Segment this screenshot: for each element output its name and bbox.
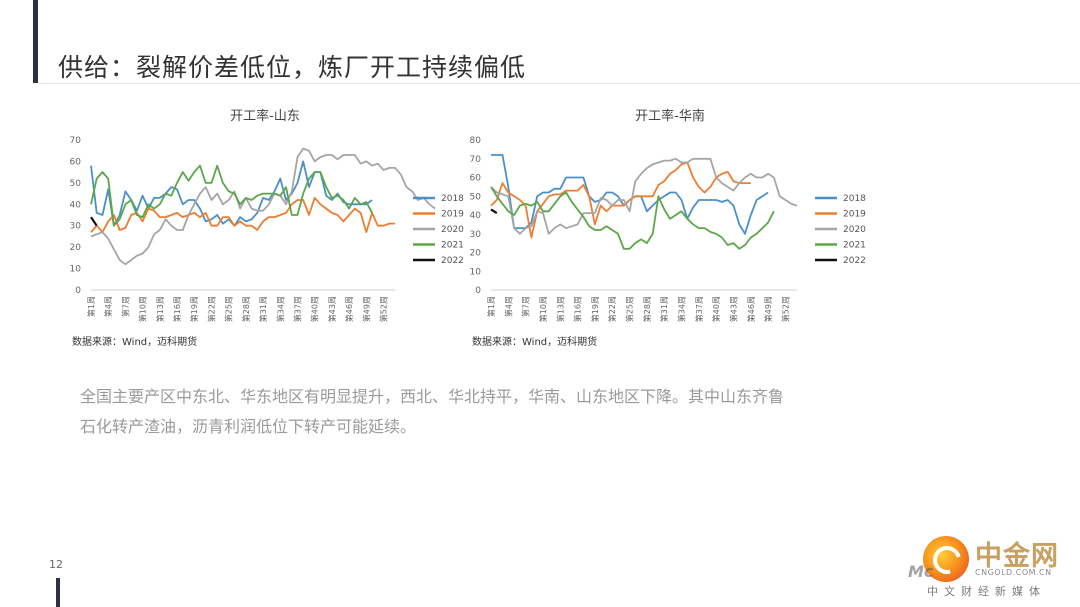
y-tick-label: 30: [70, 222, 82, 232]
x-tick-label: 第25周: [625, 296, 635, 322]
y-tick-label: 40: [470, 211, 482, 221]
watermark-subtitle: 中文财经新媒体: [927, 585, 1046, 598]
legend-label-2019: 2019: [441, 210, 464, 220]
x-tick-label: 第49周: [361, 296, 371, 322]
y-tick-label: 20: [70, 243, 82, 253]
legend-label-2021: 2021: [441, 241, 464, 251]
y-tick-label: 80: [470, 136, 482, 146]
chart-huanan: 开工率-华南 0 10 20 30 40 50 60 70 80 第1周 第4周 第7周 第10周 第13周…: [470, 108, 867, 348]
y-tick-label: 40: [70, 200, 82, 210]
chart-title: 开工率-山东: [230, 108, 300, 124]
x-tick-label: 第28周: [241, 296, 251, 322]
series-line-2019: [490, 161, 751, 239]
x-tick-label: 第46周: [344, 296, 354, 322]
series-line-2019: [90, 196, 395, 234]
series-line-2021: [90, 164, 373, 227]
x-tick-label: 第4周: [503, 296, 513, 317]
watermark-brand: Mc: [908, 562, 934, 581]
series-line-2020: [490, 157, 798, 235]
series-line-2022: [490, 208, 498, 215]
legend-label-2021: 2021: [843, 241, 866, 251]
x-tick-label: 第46周: [746, 296, 756, 322]
x-tick-label: 第7周: [120, 296, 130, 317]
x-tick-label: 第28周: [642, 296, 652, 322]
legend-label-2020: 2020: [441, 225, 464, 235]
x-tick-label: 第43周: [327, 296, 337, 322]
x-tick-label: 第34周: [275, 296, 285, 322]
y-tick-label: 70: [470, 155, 482, 165]
x-tick-label: 第10周: [538, 296, 548, 322]
series-line-2022: [90, 216, 98, 227]
legend-label-2018: 2018: [441, 194, 464, 204]
x-tick-label: 第49周: [763, 296, 773, 322]
x-tick-label: 第52周: [379, 296, 389, 322]
body-line-2: 石化转产渣油，沥青利润低位下转产可能延续。: [80, 417, 417, 436]
y-tick-label: 70: [70, 136, 82, 146]
x-tick-label: 第52周: [780, 296, 790, 322]
y-tick-label: 10: [470, 267, 482, 277]
watermark-name: 中金网: [975, 541, 1059, 572]
y-tick-label: 60: [70, 157, 82, 167]
x-tick-label: 第40周: [310, 296, 320, 322]
x-tick-label: 第43周: [728, 296, 738, 322]
y-tick-label: 50: [470, 192, 482, 202]
y-tick-label: 60: [470, 174, 482, 184]
chart-title: 开工率-华南: [635, 108, 705, 124]
body-text: 全国主要产区中东北、华东地区有明显提升，西北、华北持平，华南、山东地区下降。其中…: [80, 382, 880, 442]
x-tick-label: 第16周: [172, 296, 182, 322]
legend-label-2022: 2022: [843, 256, 866, 266]
page-title: 供给：裂解价差低位，炼厂开工持续偏低: [58, 53, 527, 82]
x-tick-label: 第1周: [486, 296, 496, 317]
x-tick-label: 第13周: [155, 296, 165, 322]
x-tick-label: 第31周: [258, 296, 268, 322]
y-tick-label: 10: [70, 265, 82, 275]
y-tick-label: 30: [470, 230, 482, 240]
watermark-logo-icon: [923, 536, 969, 582]
series-line-2020: [90, 147, 436, 266]
legend-label-2020: 2020: [843, 225, 866, 235]
chart-source: 数据来源：Wind，迈科期货: [72, 335, 197, 348]
x-tick-label: 第22周: [607, 296, 617, 322]
legend-label-2019: 2019: [843, 210, 866, 220]
series-line-2021: [490, 186, 775, 250]
x-tick-label: 第1周: [86, 296, 96, 317]
x-tick-label: 第13周: [555, 296, 565, 322]
x-tick-label: 第37周: [694, 296, 704, 322]
x-tick-label: 第16周: [573, 296, 583, 322]
x-tick-label: 第4周: [103, 296, 113, 317]
y-tick-label: 0: [75, 286, 81, 296]
y-tick-label: 0: [475, 286, 481, 296]
x-tick-label: 第25周: [224, 296, 234, 322]
left-accent-bar-bottom: [56, 578, 60, 607]
legend-label-2022: 2022: [441, 256, 464, 266]
x-tick-label: 第22周: [206, 296, 216, 322]
y-tick-label: 50: [70, 179, 82, 189]
title-divider: [38, 83, 1080, 84]
legend-label-2018: 2018: [843, 194, 866, 204]
left-accent-bar: [33, 0, 38, 83]
x-tick-label: 第31周: [659, 296, 669, 322]
x-tick-label: 第37周: [292, 296, 302, 322]
x-tick-label: 第10周: [138, 296, 148, 322]
chart-source: 数据来源：Wind，迈科期货: [472, 335, 597, 348]
x-tick-label: 第19周: [590, 296, 600, 322]
x-tick-label: 第7周: [521, 296, 531, 317]
y-tick-label: 20: [470, 249, 482, 259]
page-number: 12: [49, 558, 63, 571]
body-line-1: 全国主要产区中东北、华东地区有明显提升，西北、华北持平，华南、山东地区下降。其中…: [80, 387, 785, 406]
x-tick-label: 第19周: [189, 296, 199, 322]
x-tick-label: 第34周: [677, 296, 687, 322]
x-tick-label: 第40周: [711, 296, 721, 322]
watermark-url: CNGOLD.COM.CN: [975, 568, 1052, 577]
